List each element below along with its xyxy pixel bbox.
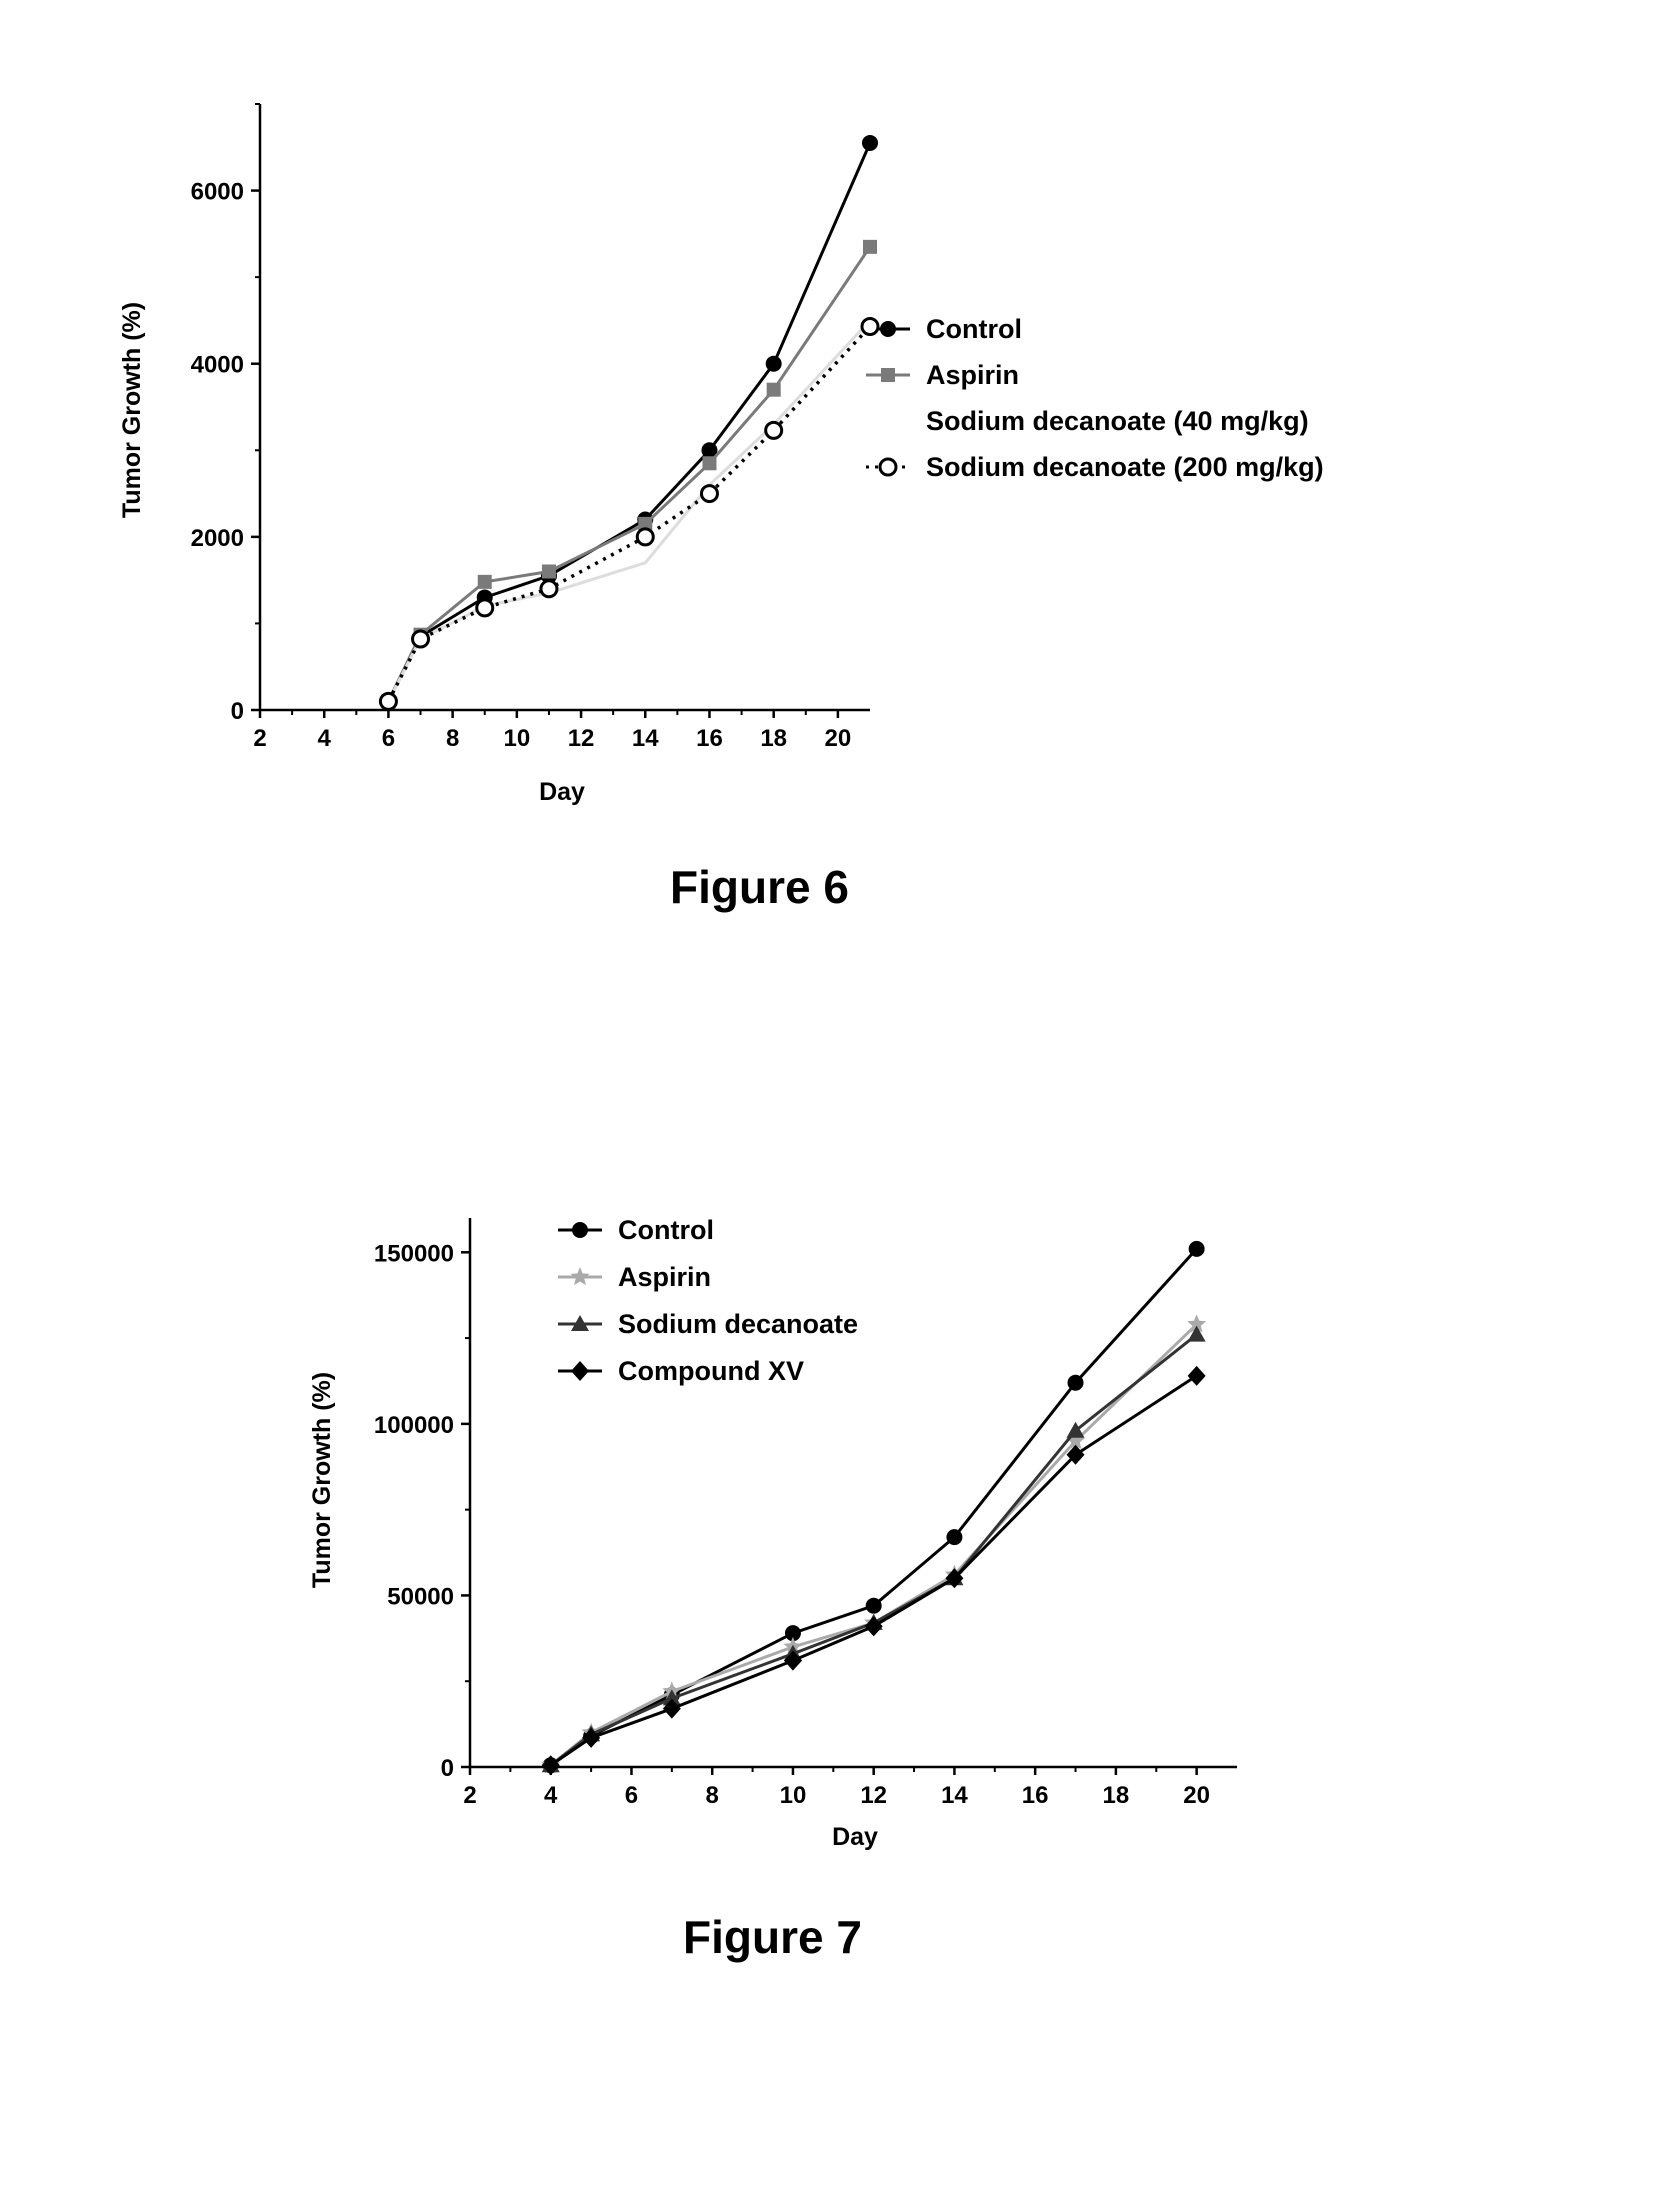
chart-6: 2 4 6 8 10 12 14 16 18 20 0 2000 4000 6000 Day Tumor Gr…: [118, 104, 1324, 806]
data-point: [702, 456, 716, 470]
legend-entry: Aspirin: [558, 1262, 711, 1292]
x-axis-label: Day: [832, 1823, 878, 1851]
legend-marker: [880, 321, 896, 337]
data-point: [477, 600, 493, 616]
legend-marker: [571, 1267, 590, 1285]
x-tick-label: 4: [544, 1782, 558, 1809]
data-point: [701, 486, 717, 502]
legend-label: Sodium decanoate (40 mg/kg): [926, 406, 1309, 436]
data-point: [541, 581, 557, 597]
x-tick-label: 6: [382, 725, 395, 752]
series-sodium-decanoate-200-mg-kg-: [380, 318, 878, 709]
legend-label: Aspirin: [926, 360, 1019, 390]
figure-7-caption: Figure 7: [683, 1910, 862, 1964]
x-tick-label: 14: [941, 1782, 968, 1809]
chart-7: 2 4 6 8 10 12 14 16 18 20 0 50000 100000 150000 Day Tum…: [308, 1215, 1237, 1851]
data-point: [766, 422, 782, 438]
legend-entry: Control: [558, 1215, 714, 1245]
data-point: [1189, 1241, 1205, 1257]
data-point: [946, 1529, 962, 1545]
legend-label: Control: [618, 1215, 714, 1245]
legend-entry: Sodium decanoate (200 mg/kg): [866, 452, 1324, 482]
legend-label: Control: [926, 314, 1022, 344]
x-tick-label: 10: [503, 725, 530, 752]
figure-6-caption: Figure 6: [670, 860, 849, 914]
y-tick-label: 150000: [374, 1240, 454, 1267]
legend-marker: [880, 459, 896, 475]
series-line: [388, 247, 870, 702]
y-tick-label: 4000: [191, 352, 244, 379]
y-axis-label: Tumor Growth (%): [308, 1372, 336, 1588]
data-point: [784, 1651, 802, 1671]
x-tick-label: 10: [780, 1782, 807, 1809]
x-tick-label: 6: [625, 1782, 638, 1809]
data-point: [766, 356, 782, 372]
x-tick-label: 16: [696, 725, 723, 752]
y-tick-label: 0: [441, 1755, 454, 1782]
legend-entry: Sodium decanoate (40 mg/kg): [926, 406, 1309, 436]
y-tick-label: 50000: [387, 1583, 454, 1610]
x-tick-label: 2: [253, 725, 266, 752]
x-tick-label: 8: [706, 1782, 719, 1809]
x-tick-label: 20: [1183, 1782, 1210, 1809]
data-point: [866, 1598, 882, 1614]
data-point: [380, 693, 396, 709]
x-tick-label: 14: [632, 725, 659, 752]
y-axis-label: Tumor Growth (%): [118, 302, 146, 518]
data-point: [862, 318, 878, 334]
y-tick-label: 100000: [374, 1412, 454, 1439]
legend-label: Sodium decanoate: [618, 1309, 858, 1339]
data-point: [862, 135, 878, 151]
series-sodium-decanoate: [542, 1326, 1206, 1773]
data-point: [1188, 1366, 1206, 1386]
data-point: [413, 631, 429, 647]
series-aspirin: [381, 240, 877, 709]
data-point: [767, 383, 781, 397]
x-tick-label: 12: [568, 725, 595, 752]
series-line: [388, 320, 870, 701]
legend-marker: [571, 1361, 589, 1381]
x-tick-label: 2: [463, 1782, 476, 1809]
x-axis-label: Day: [539, 778, 585, 806]
y-tick-label: 0: [231, 698, 244, 725]
legend-label: Sodium decanoate (200 mg/kg): [926, 452, 1324, 482]
data-point: [542, 564, 556, 578]
y-tick-label: 2000: [191, 525, 244, 552]
x-tick-label: 18: [1103, 1782, 1130, 1809]
data-point: [478, 575, 492, 589]
series-compound-xv: [542, 1366, 1206, 1775]
data-point: [1068, 1375, 1084, 1391]
x-tick-label: 20: [825, 725, 852, 752]
y-tick-label: 6000: [191, 179, 244, 206]
data-point: [863, 240, 877, 254]
series-line: [388, 327, 870, 702]
legend-marker: [572, 1222, 588, 1238]
x-tick-label: 12: [860, 1782, 887, 1809]
data-point: [1188, 1326, 1206, 1342]
legend-label: Compound XV: [618, 1356, 804, 1386]
legend-entry: Compound XV: [558, 1356, 804, 1386]
legend-entry: Control: [866, 314, 1022, 344]
series-line: [551, 1324, 1197, 1765]
x-tick-label: 16: [1022, 1782, 1049, 1809]
legend-label: Aspirin: [618, 1262, 711, 1292]
series-sodium-decanoate-40-mg-kg-: [388, 320, 870, 701]
x-tick-label: 4: [318, 725, 332, 752]
data-point: [637, 529, 653, 545]
legend-marker: [881, 368, 895, 382]
legend-entry: Aspirin: [866, 360, 1019, 390]
series-line: [551, 1335, 1197, 1766]
legend-entry: Sodium decanoate: [558, 1309, 858, 1339]
x-tick-label: 8: [446, 725, 459, 752]
x-tick-label: 18: [760, 725, 787, 752]
